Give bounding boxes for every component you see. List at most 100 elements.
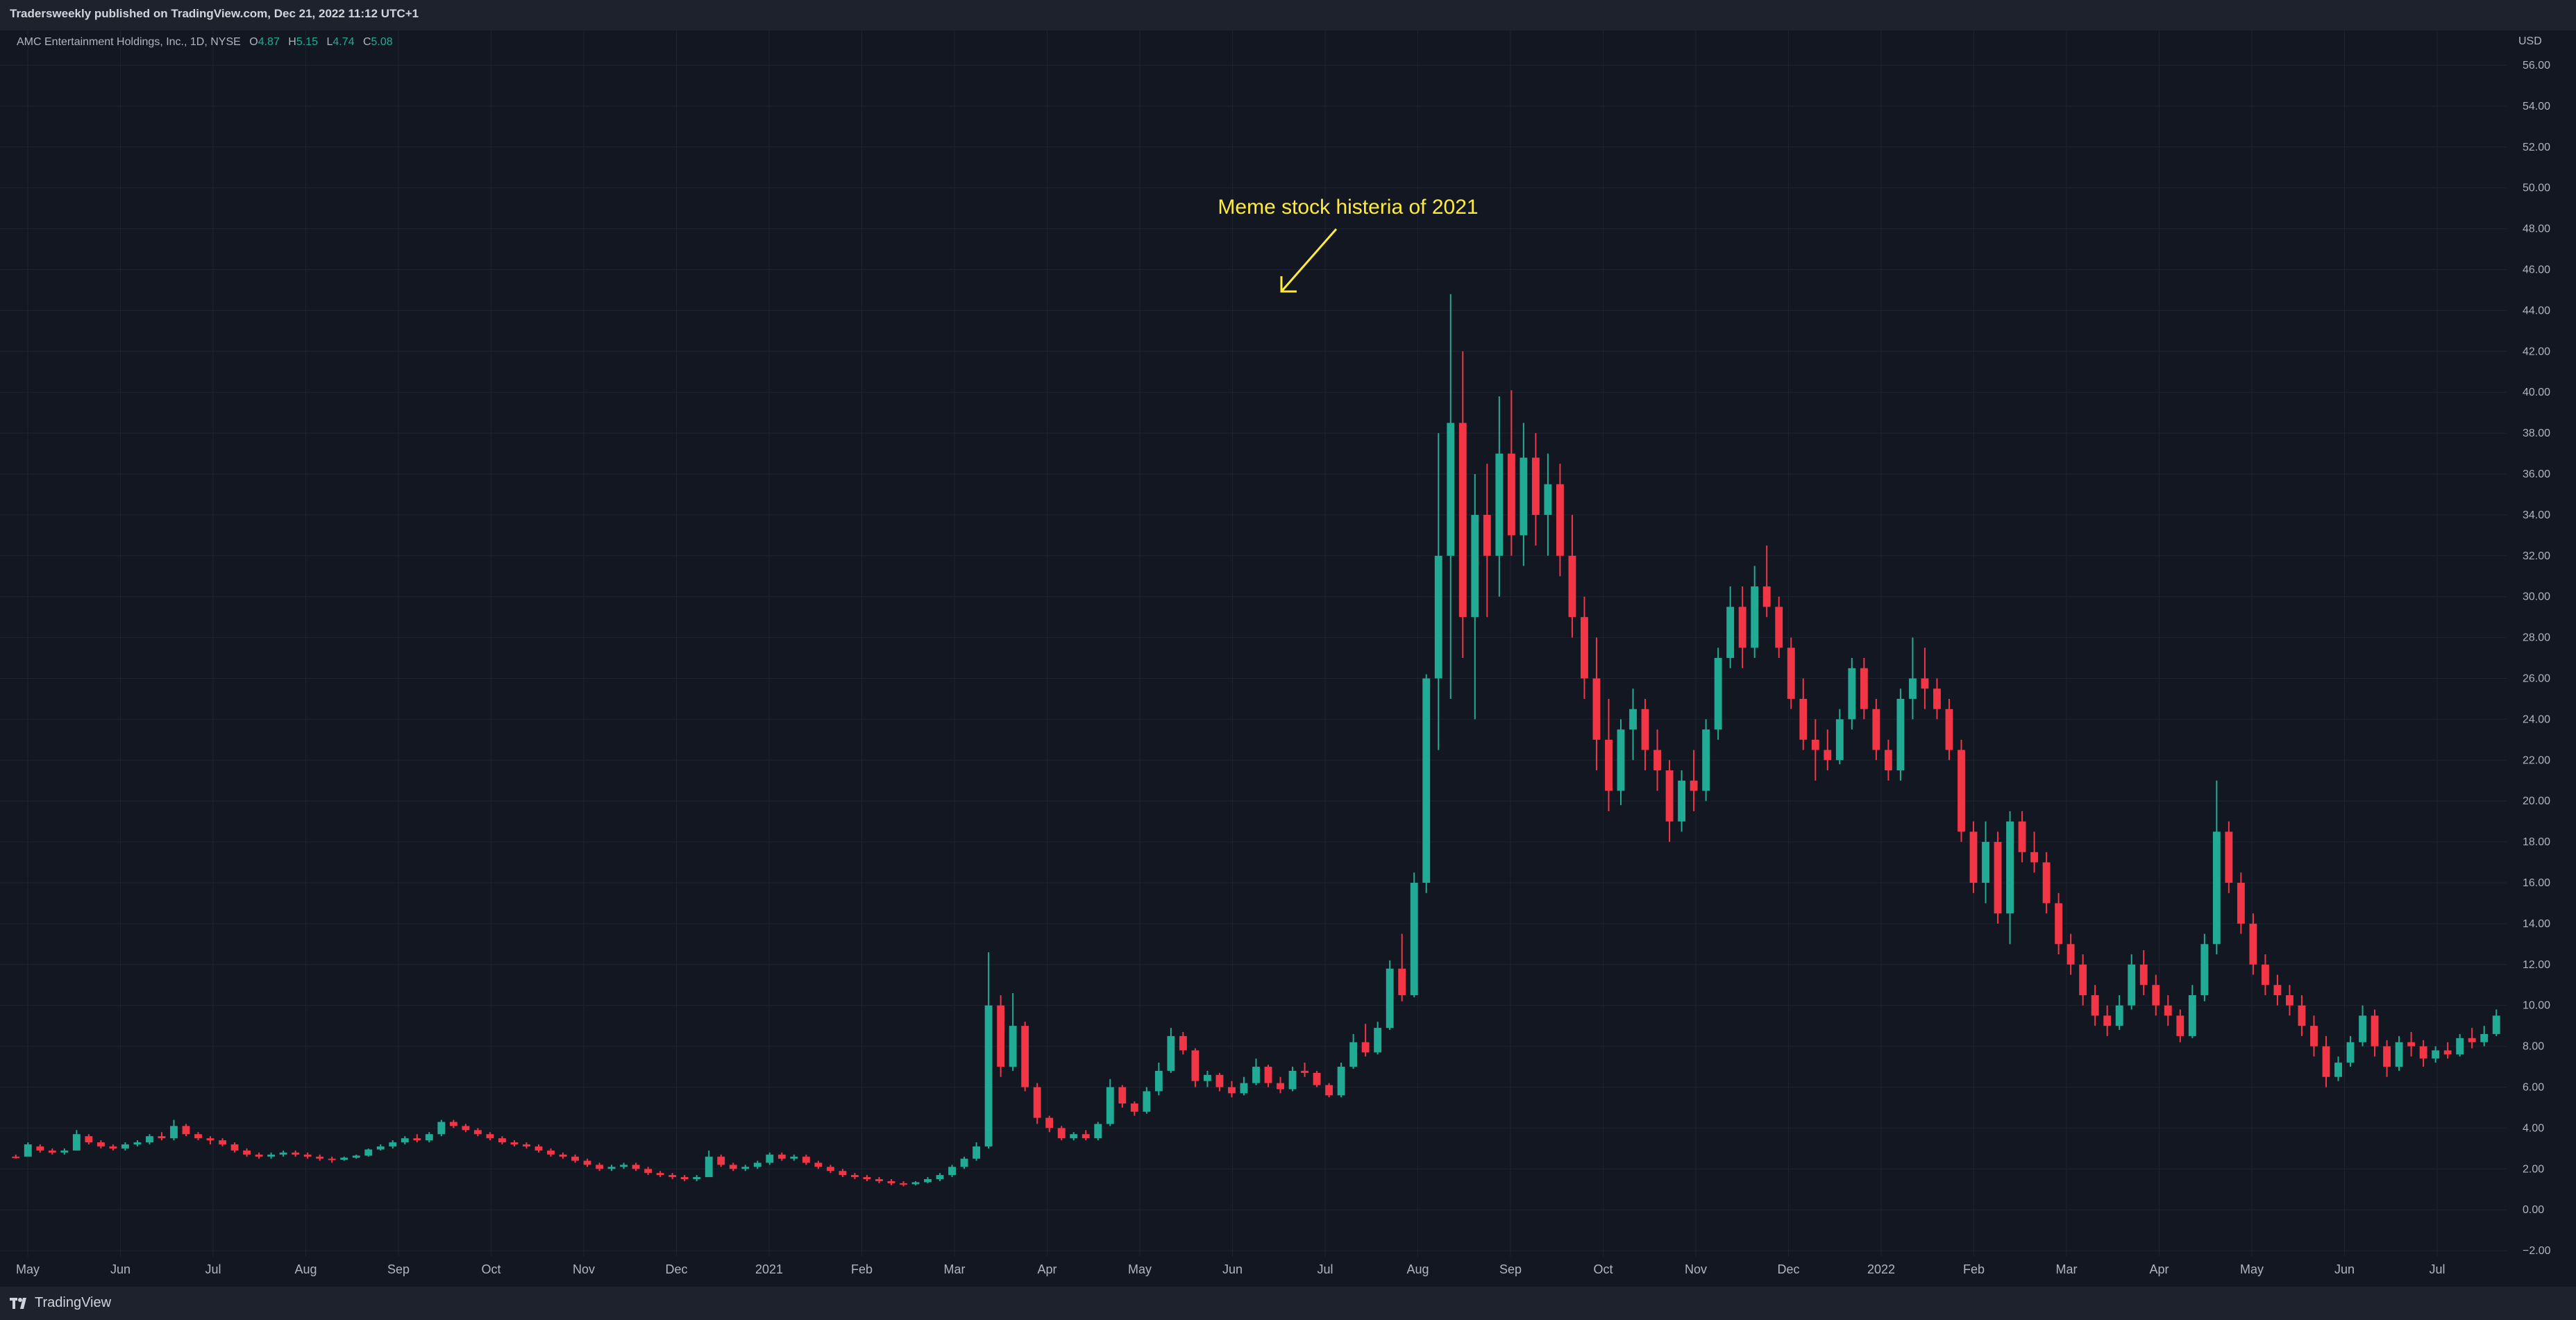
candle [2115, 995, 2123, 1031]
candle [1045, 1115, 1054, 1133]
candle-body [1057, 1128, 1066, 1139]
candle [1191, 1048, 1199, 1088]
candle-body [1070, 1134, 1078, 1139]
grid-layer [0, 31, 2507, 1256]
price-tick-label: 34.00 [2523, 509, 2550, 521]
time-axis-bg [0, 1256, 2576, 1287]
candle [753, 1160, 761, 1169]
candle-body [973, 1146, 981, 1159]
close-value: 5.08 [371, 36, 393, 48]
currency-label: USD [2518, 35, 2542, 47]
price-tick-label: 46.00 [2523, 264, 2550, 276]
candle [875, 1177, 883, 1183]
candle-body [1313, 1072, 1321, 1085]
candle-body [48, 1150, 56, 1153]
candle-body [656, 1173, 664, 1176]
open-label: O [249, 36, 258, 48]
candle [1179, 1031, 1187, 1055]
candle [1410, 872, 1418, 997]
candle [863, 1175, 871, 1181]
candle-body [328, 1158, 336, 1160]
candle-body [109, 1146, 117, 1149]
candle [1313, 1070, 1321, 1088]
candle [473, 1128, 482, 1137]
candle-body [2261, 964, 2269, 985]
candle [1835, 709, 1844, 765]
candle-body [1799, 698, 1808, 740]
candle-body [1228, 1087, 1236, 1094]
candle-body [984, 1005, 993, 1146]
candle-body [1410, 883, 1418, 995]
candle [1884, 739, 1892, 781]
candle [2298, 995, 2306, 1036]
candle [109, 1144, 117, 1151]
chart-area[interactable]: USD 56.00 54.00 52.00 50.00 48.00 46.00 44.00 4… [0, 31, 2576, 1287]
candle-body [863, 1177, 871, 1180]
candle-body [1556, 484, 1564, 556]
candle [2273, 974, 2282, 1006]
candle-body [1958, 750, 1965, 832]
candle-body [1240, 1083, 1248, 1094]
candle-body [534, 1146, 543, 1151]
candle-body [1860, 668, 1868, 709]
candlestick-chart[interactable]: USD 56.00 54.00 52.00 50.00 48.00 46.00 44.00 4… [0, 31, 2576, 1287]
candle [2176, 1009, 2184, 1042]
time-tick-label: May [1128, 1262, 1152, 1276]
price-tick-label: 28.00 [2523, 632, 2550, 644]
candle [1301, 1063, 1308, 1077]
candle-body [486, 1134, 494, 1139]
candle-body [1337, 1067, 1345, 1096]
brand[interactable]: TradingView [10, 1295, 111, 1311]
time-tick-label: Oct [481, 1262, 500, 1276]
price-tick-label: 26.00 [2523, 673, 2550, 685]
time-tick-label: Sep [387, 1262, 410, 1276]
candle [1908, 637, 1917, 720]
candle [1057, 1126, 1066, 1141]
symbol-legend: AMC Entertainment Holdings, Inc., 1D, NY… [17, 36, 393, 49]
candle-body [1094, 1124, 1102, 1139]
candle-body [668, 1175, 677, 1178]
candle-body [1519, 457, 1528, 536]
price-tick-label: 20.00 [2523, 795, 2550, 807]
candle-body [924, 1179, 932, 1183]
candle-body [826, 1167, 834, 1171]
candle [1921, 648, 1929, 709]
candle [960, 1156, 968, 1169]
candle-body [1471, 514, 1479, 618]
candle [267, 1152, 276, 1159]
price-tick-label: 36.00 [2523, 468, 2550, 480]
candle [729, 1162, 737, 1171]
candle-body [316, 1156, 324, 1159]
candle [1738, 586, 1746, 668]
candle [146, 1134, 153, 1144]
candle-body [1021, 1026, 1029, 1088]
candle [316, 1154, 324, 1161]
candle [2395, 1035, 2403, 1071]
candle [1519, 423, 1528, 566]
candle-body [1154, 1070, 1163, 1092]
candle-body [2407, 1042, 2416, 1047]
price-tick-label: 30.00 [2523, 591, 2550, 603]
candle-body [279, 1152, 287, 1155]
candle [401, 1136, 409, 1144]
candle [340, 1156, 348, 1161]
candle-body [705, 1156, 713, 1178]
candle-body [777, 1154, 786, 1159]
candle [158, 1132, 166, 1141]
candle-body [2212, 831, 2221, 945]
candle-body [1933, 688, 1941, 709]
candle-body [1106, 1087, 1114, 1124]
candle-body [2456, 1038, 2464, 1055]
candle-body [2066, 944, 2075, 965]
candle [1495, 396, 1504, 597]
candle [1130, 1101, 1138, 1116]
candle [2018, 811, 2026, 863]
candle [1471, 474, 1479, 720]
candle-body [1775, 607, 1783, 648]
candle-body [1288, 1070, 1297, 1090]
candle-body [2128, 964, 2136, 1006]
time-tick-label: Aug [1406, 1262, 1429, 1276]
time-tick-label: Jun [2334, 1262, 2355, 1276]
candle-body [1848, 668, 1856, 720]
candle-body [1714, 658, 1722, 730]
